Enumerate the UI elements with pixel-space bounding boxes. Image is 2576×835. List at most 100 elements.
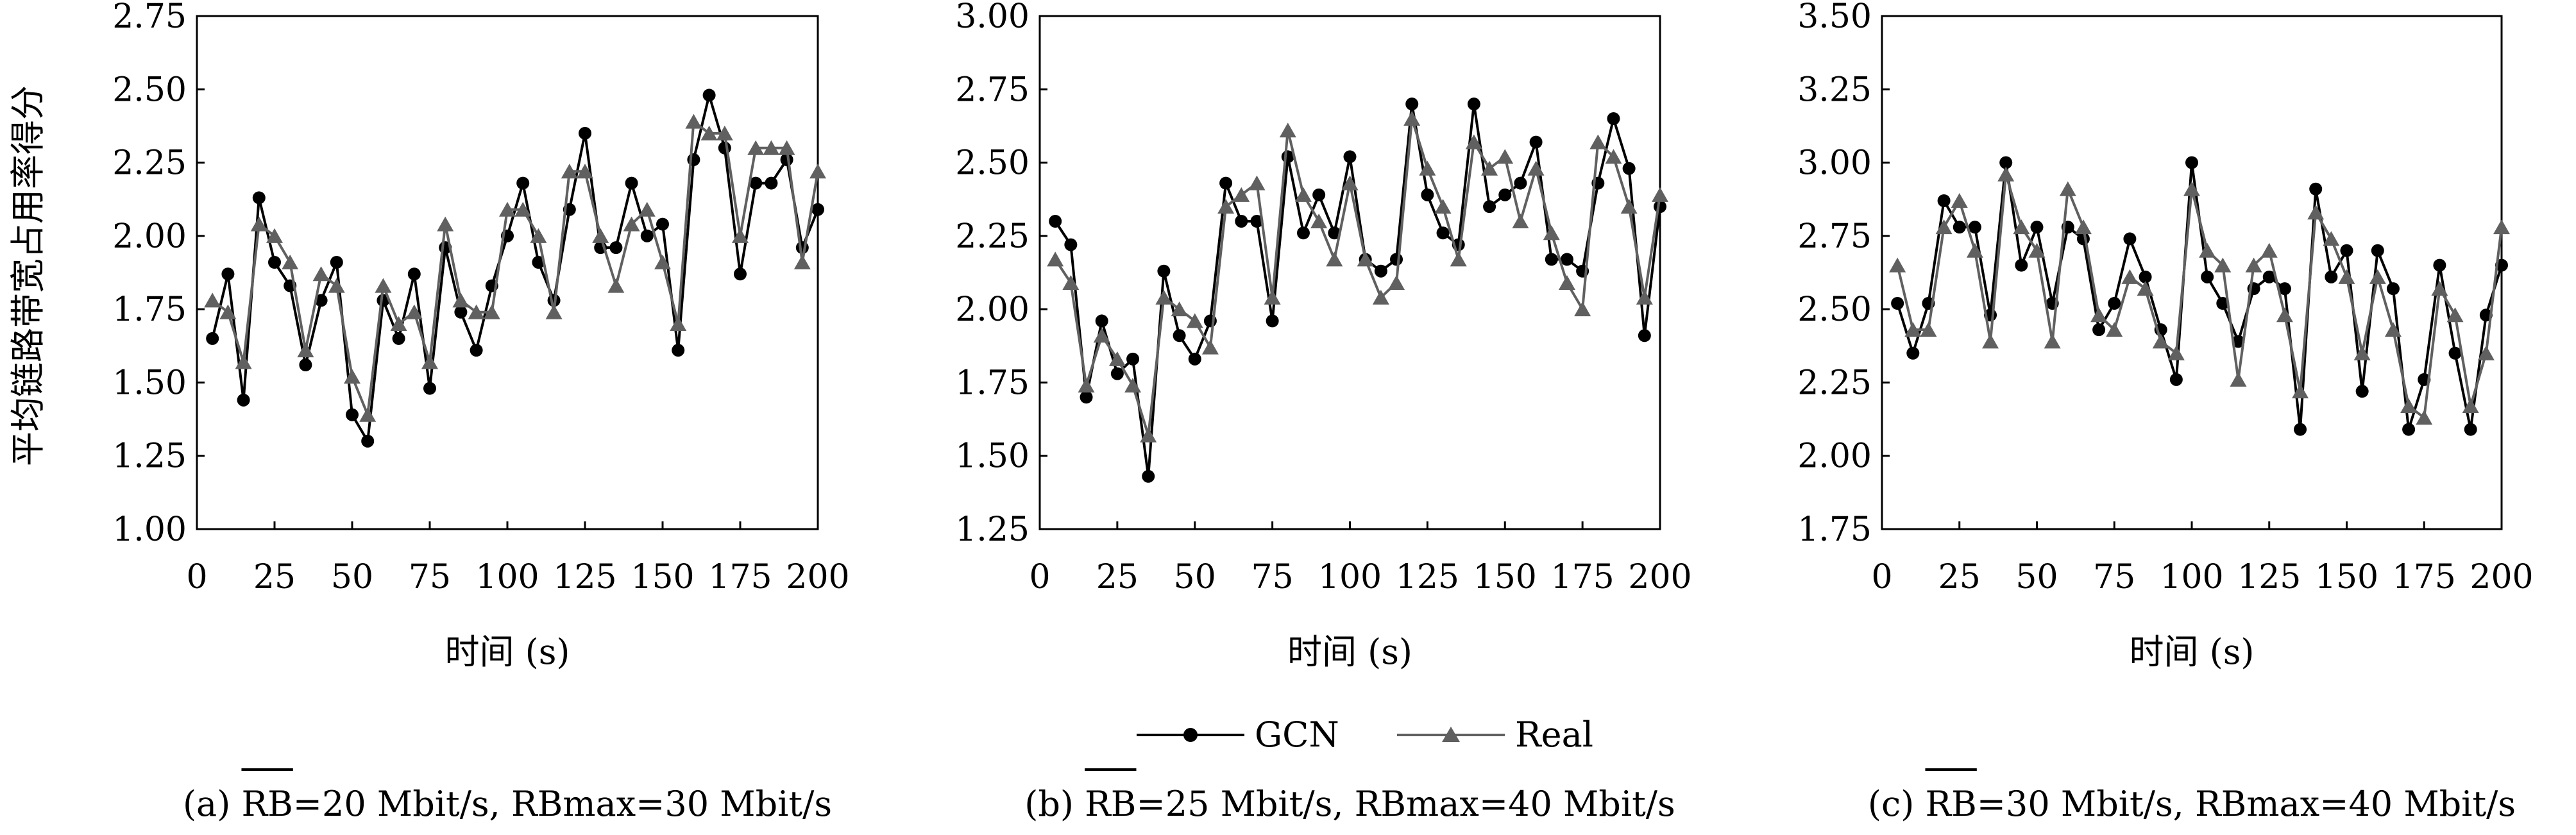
y-tick-label: 2.75 [1797, 217, 1872, 256]
x-tick-label: 100 [1318, 558, 1382, 596]
x-tick-label: 25 [1938, 558, 1981, 596]
data-point-real [2292, 384, 2309, 399]
data-point-gcn [1110, 367, 1124, 380]
data-point-gcn [1514, 176, 1527, 190]
data-point-gcn [718, 141, 731, 155]
data-point-real [1419, 160, 1436, 176]
data-point-gcn [1999, 156, 2013, 169]
data-point-gcn [252, 191, 266, 205]
data-point-gcn [2232, 335, 2245, 348]
data-point-real [468, 304, 485, 319]
data-point-real [1403, 111, 1421, 126]
data-point-real [1047, 251, 1064, 267]
y-tick-label: 1.25 [955, 510, 1030, 549]
data-point-real [700, 125, 718, 140]
x-tick-label: 0 [1871, 558, 1892, 596]
data-point-gcn [656, 217, 669, 231]
data-point-gcn [1498, 188, 1512, 201]
data-point-real [1434, 199, 1452, 214]
data-point-real [654, 255, 671, 269]
chart-panel-c: 1.75 2.00 2.25 2.50 2.75 3.00 3.25 3.50 0 25 50 75 1… [1797, 0, 2533, 824]
data-point-gcn [361, 434, 375, 448]
y-tick-label: 2.50 [1797, 291, 1872, 329]
legend-real-label: Real [1515, 714, 1593, 755]
data-point-real [2167, 345, 2185, 360]
data-point-real [266, 228, 283, 243]
data-point-real [1372, 289, 1389, 305]
data-point-gcn [2325, 270, 2338, 283]
data-point-gcn [423, 382, 436, 395]
data-point-real [297, 342, 314, 358]
data-point-gcn [811, 203, 824, 216]
data-point-gcn [2092, 323, 2106, 337]
y-tick-label: 1.75 [1797, 510, 1872, 549]
data-point-real [2477, 345, 2495, 360]
x-tick-label: 75 [409, 558, 451, 596]
data-point-real [2044, 333, 2061, 349]
data-point-real [2353, 345, 2371, 360]
x-tick-label: 75 [1251, 558, 1294, 596]
data-point-real [1357, 251, 1374, 267]
data-point-gcn [2015, 258, 2028, 272]
y-tick-label: 1.50 [112, 364, 187, 402]
data-point-real [2059, 181, 2076, 196]
x-tick-label: 50 [2015, 558, 2058, 596]
data-point-gcn [221, 267, 235, 281]
x-tick-label: 0 [186, 558, 207, 596]
data-point-real [2416, 410, 2433, 425]
data-point-gcn [1343, 150, 1357, 164]
data-point-gcn [749, 176, 763, 190]
data-point-gcn [1467, 97, 1480, 111]
data-point-gcn [1968, 221, 1981, 234]
data-point-real [2106, 322, 2123, 337]
data-point-gcn [1142, 469, 1155, 483]
data-point-real [809, 164, 826, 179]
data-point-gcn [2402, 423, 2416, 436]
data-point-real [405, 304, 423, 319]
data-point-gcn [579, 126, 591, 140]
x-axis-title: 时间 (s) [1287, 632, 1412, 672]
data-point-gcn [532, 256, 545, 269]
data-point-real [250, 216, 267, 232]
y-tick-label: 1.75 [955, 364, 1030, 402]
data-point-real [235, 354, 252, 369]
data-point-real [638, 201, 656, 217]
data-point-real [2431, 281, 2448, 296]
y-tick-label: 2.75 [955, 71, 1030, 109]
data-point-gcn [1545, 253, 1558, 266]
data-point-real [577, 164, 593, 179]
y-tick-label: 3.50 [1797, 0, 1872, 36]
data-point-gcn [1374, 264, 1387, 278]
data-point-real [1140, 427, 1157, 443]
y-tick-label: 1.75 [112, 291, 187, 329]
data-point-real [204, 292, 221, 308]
data-point-real [2323, 231, 2340, 246]
data-point-real [778, 140, 795, 155]
data-point-real [2260, 242, 2278, 258]
data-point-gcn [2030, 221, 2044, 234]
x-tick-label: 125 [1396, 558, 1459, 596]
data-point-real [530, 228, 547, 243]
data-point-real [1966, 242, 1983, 258]
x-tick-label: 125 [553, 558, 616, 596]
x-tick-label: 100 [475, 558, 539, 596]
data-point-real [1543, 225, 1560, 240]
data-point-real [2152, 333, 2169, 349]
x-tick-label: 200 [786, 558, 849, 596]
y-tick-label: 2.50 [112, 71, 187, 109]
y-axis-title: 平均链路带宽占用率得分 [8, 85, 48, 466]
data-point-real [2199, 242, 2216, 258]
chart-panel-a: 1.00 1.25 1.50 1.75 2.00 2.25 2.50 2.75 0 25 50 75 1… [112, 0, 849, 824]
data-point-gcn [268, 256, 281, 269]
data-point-real [732, 228, 749, 243]
data-point-real [2446, 307, 2464, 323]
data-point-real [390, 316, 407, 331]
data-point-gcn [1328, 226, 1341, 240]
legend-gcn-marker [1183, 728, 1198, 742]
x-tick-label: 50 [331, 558, 373, 596]
data-point-real [2369, 269, 2386, 284]
y-tick-label: 2.25 [1797, 364, 1872, 402]
data-point-gcn [1529, 135, 1543, 149]
data-point-real [1450, 251, 1467, 267]
data-point-real [1512, 214, 1529, 228]
